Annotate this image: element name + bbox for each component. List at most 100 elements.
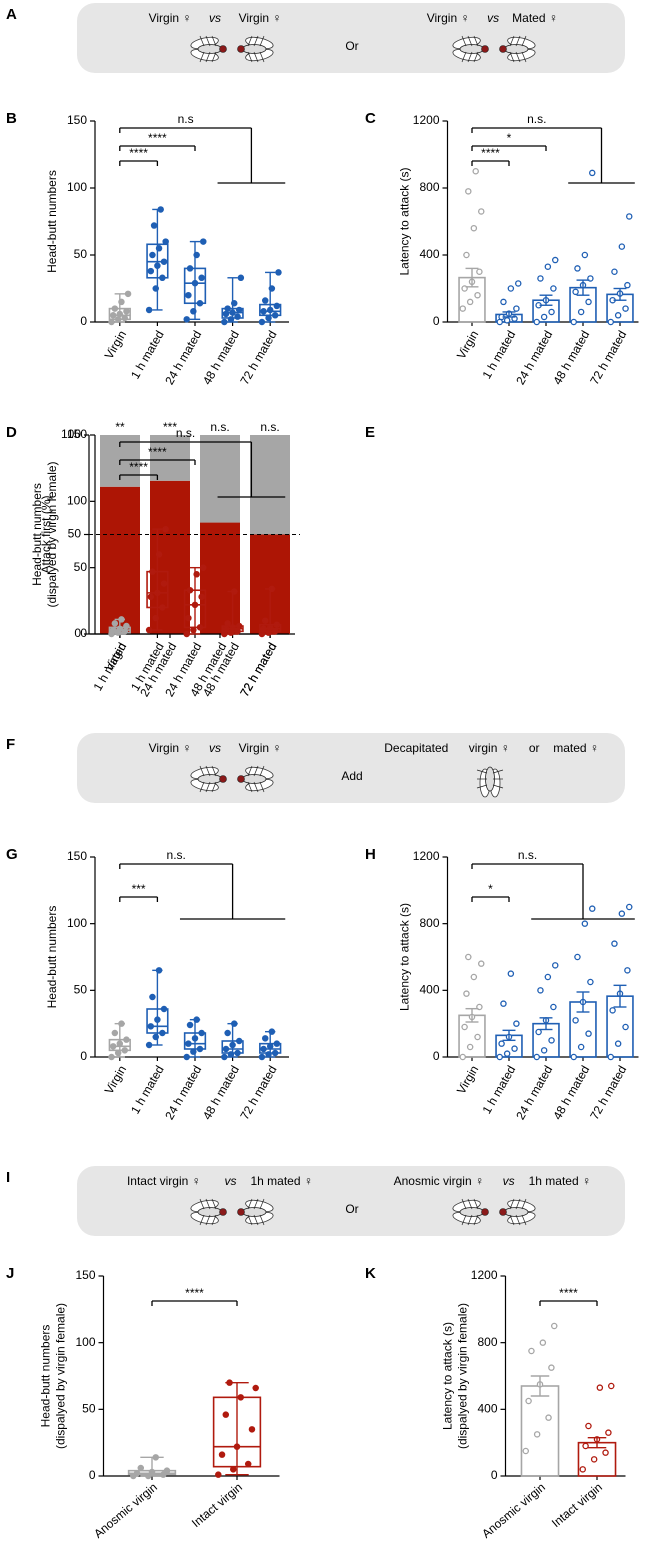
significance-label: **** bbox=[129, 146, 148, 160]
significance-label: ** bbox=[115, 420, 125, 434]
fly-leg bbox=[509, 1198, 515, 1210]
data-point bbox=[237, 274, 245, 282]
y-tick-label: 800 bbox=[419, 180, 439, 194]
schematic-text: Intact virgin ♀ bbox=[127, 1174, 201, 1188]
box bbox=[212, 1396, 262, 1468]
y-tick-label: 1200 bbox=[471, 1268, 498, 1282]
y-tick-label: 0 bbox=[74, 626, 81, 640]
fly-leg bbox=[521, 35, 527, 47]
fly-leg bbox=[259, 765, 265, 777]
data-point bbox=[111, 620, 119, 627]
data-point bbox=[248, 1426, 256, 1433]
data-point bbox=[618, 243, 626, 250]
fly-leg bbox=[521, 51, 527, 63]
fly-leg bbox=[211, 1198, 217, 1210]
schematic-joiner: Or bbox=[345, 39, 358, 53]
data-point bbox=[525, 1397, 532, 1405]
data-point bbox=[577, 308, 585, 316]
schematic-text: vs bbox=[503, 1174, 515, 1188]
significance-label: *** bbox=[163, 420, 177, 434]
fly-leg bbox=[521, 1198, 527, 1210]
bar-segment bbox=[100, 486, 140, 634]
data-point bbox=[149, 251, 156, 259]
data-point bbox=[551, 1322, 558, 1330]
fly-leg bbox=[259, 51, 265, 63]
fly-leg bbox=[467, 1198, 473, 1210]
data-point bbox=[465, 188, 472, 195]
x-tick-label: Virgin bbox=[102, 1063, 129, 1096]
data-point bbox=[587, 978, 594, 986]
x-tick-label: 24 h mated bbox=[162, 328, 204, 387]
y-tick-label: 100 bbox=[67, 494, 87, 508]
data-point bbox=[474, 291, 481, 299]
fly-icon bbox=[190, 1198, 227, 1226]
x-tick-label: 72 h mated bbox=[237, 1063, 279, 1122]
significance-label: * bbox=[507, 131, 512, 145]
data-point bbox=[500, 298, 507, 306]
box bbox=[108, 307, 131, 321]
data-point bbox=[186, 1021, 194, 1029]
schematic-text: Anosmic virgin ♀ bbox=[394, 1174, 484, 1188]
fly-leg bbox=[199, 1198, 205, 1210]
significance-label: n.s. bbox=[260, 420, 279, 434]
significance-label: n.s. bbox=[176, 426, 195, 440]
significance-label: **** bbox=[129, 460, 148, 474]
fly-leg bbox=[253, 781, 259, 793]
data-point bbox=[572, 288, 579, 296]
y-axis-label: Head-butt numbers bbox=[45, 906, 59, 1009]
data-point bbox=[622, 1023, 629, 1031]
y-tick-label: 400 bbox=[419, 983, 439, 997]
data-point bbox=[624, 967, 631, 974]
data-point bbox=[145, 306, 153, 314]
fly-leg bbox=[205, 1214, 211, 1226]
box bbox=[146, 570, 169, 609]
data-point bbox=[574, 265, 581, 272]
fly-head bbox=[219, 775, 227, 783]
data-point bbox=[507, 970, 515, 977]
data-point bbox=[522, 1447, 530, 1455]
data-point bbox=[503, 1050, 511, 1057]
data-point bbox=[222, 1411, 230, 1418]
box bbox=[221, 1040, 244, 1054]
y-tick-label: 100 bbox=[61, 427, 81, 441]
x-tick-label: 24 h mated bbox=[513, 1063, 555, 1122]
fly-leg bbox=[247, 1214, 253, 1226]
data-point bbox=[470, 973, 478, 981]
panel-letter: B bbox=[6, 110, 17, 127]
y-tick-label: 150 bbox=[75, 1268, 95, 1282]
x-tick-label: Intact virgin bbox=[549, 1480, 605, 1530]
schematic-text: virgin ♀ bbox=[469, 741, 510, 755]
fly-leg bbox=[253, 765, 259, 777]
fly-leg bbox=[476, 784, 488, 789]
data-point bbox=[162, 238, 169, 245]
data-point bbox=[185, 291, 192, 299]
significance-label: * bbox=[488, 882, 493, 896]
fly-icon bbox=[237, 765, 274, 793]
data-point bbox=[477, 208, 485, 215]
data-point bbox=[544, 263, 552, 270]
panel-letter: F bbox=[6, 736, 15, 753]
fly-leg bbox=[492, 784, 504, 789]
fly-leg bbox=[509, 1214, 515, 1226]
data-point bbox=[608, 1382, 615, 1390]
significance-label: n.s. bbox=[167, 848, 186, 862]
y-axis-label: (dispalyed by virgin female) bbox=[456, 1303, 470, 1449]
data-point bbox=[548, 1364, 555, 1371]
x-tick-label: Anosmic virgin bbox=[91, 1480, 160, 1541]
y-axis-label: Head-butt numbers bbox=[45, 170, 59, 273]
fly-head bbox=[237, 775, 245, 783]
data-point bbox=[590, 1456, 598, 1463]
schematic-text: 1h mated ♀ bbox=[529, 1174, 591, 1188]
x-tick-label: 48 h mated bbox=[550, 328, 592, 387]
significance-label: **** bbox=[148, 131, 167, 145]
data-point bbox=[540, 1047, 548, 1054]
data-point bbox=[585, 1030, 592, 1037]
data-point bbox=[582, 1442, 589, 1450]
significance-label: n.s. bbox=[518, 848, 537, 862]
significance-label: *** bbox=[132, 882, 146, 896]
bar-segment bbox=[200, 522, 240, 634]
fly-leg bbox=[473, 1214, 479, 1226]
y-tick-label: 0 bbox=[80, 314, 87, 328]
fly-leg bbox=[476, 769, 488, 774]
data-point bbox=[503, 317, 511, 324]
